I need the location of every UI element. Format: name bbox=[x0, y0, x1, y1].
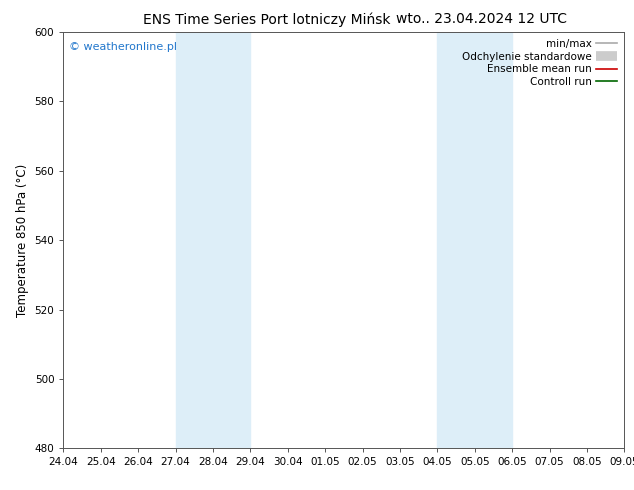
Bar bbox=[176, 32, 250, 448]
Text: ENS Time Series Port lotniczy Mińsk: ENS Time Series Port lotniczy Mińsk bbox=[143, 12, 390, 27]
Bar bbox=[437, 32, 512, 448]
Text: wto.. 23.04.2024 12 UTC: wto.. 23.04.2024 12 UTC bbox=[396, 12, 567, 26]
Y-axis label: Temperature 850 hPa (°C): Temperature 850 hPa (°C) bbox=[16, 164, 29, 317]
Legend: min/max, Odchylenie standardowe, Ensemble mean run, Controll run: min/max, Odchylenie standardowe, Ensembl… bbox=[460, 37, 619, 89]
Text: © weatheronline.pl: © weatheronline.pl bbox=[69, 42, 177, 52]
